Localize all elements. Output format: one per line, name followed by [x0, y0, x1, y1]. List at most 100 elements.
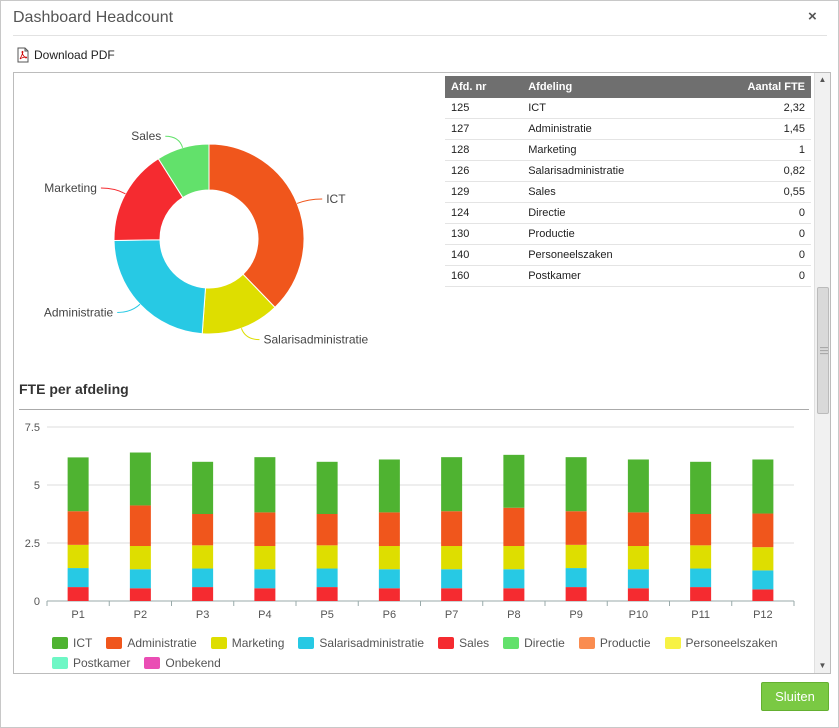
- bar-segment-administratie[interactable]: [129, 505, 151, 547]
- bar-segment-sales[interactable]: [565, 587, 587, 601]
- header-afd-nr[interactable]: Afd. nr: [445, 76, 523, 98]
- cell-afd-nr: 140: [445, 244, 523, 266]
- bar-segment-ict[interactable]: [752, 459, 774, 514]
- bar-segment-marketing[interactable]: [503, 546, 525, 570]
- bar-segment-administratie[interactable]: [565, 511, 587, 545]
- bar-segment-sales[interactable]: [752, 589, 774, 601]
- bar-segment-administratie[interactable]: [316, 514, 338, 546]
- legend-item-directie[interactable]: Directie: [503, 633, 565, 653]
- close-icon[interactable]: ×: [808, 8, 817, 25]
- bar-segment-administratie[interactable]: [67, 511, 89, 545]
- bar-segment-administratie[interactable]: [254, 512, 276, 547]
- bar-segment-salarisadministratie[interactable]: [67, 568, 89, 588]
- vertical-scrollbar[interactable]: ▲ — — — ▼: [814, 73, 830, 673]
- bar-segment-marketing[interactable]: [67, 544, 89, 569]
- table-row: 125 ICT 2,32: [445, 98, 811, 119]
- donut-connector: [117, 303, 141, 314]
- sluiten-button[interactable]: Sluiten: [761, 682, 829, 711]
- bar-segment-sales[interactable]: [192, 587, 214, 601]
- legend-item-productie[interactable]: Productie: [578, 633, 651, 653]
- bar-segment-salarisadministratie[interactable]: [254, 569, 276, 589]
- donut-slice-administratie[interactable]: [113, 239, 207, 335]
- table-row: 128 Marketing 1: [445, 139, 811, 161]
- bar-segment-ict[interactable]: [67, 457, 89, 512]
- bar-segment-salarisadministratie[interactable]: [752, 570, 774, 590]
- bar-segment-marketing[interactable]: [441, 546, 463, 570]
- bar-segment-salarisadministratie[interactable]: [316, 568, 338, 588]
- bar-segment-salarisadministratie[interactable]: [192, 568, 214, 588]
- bar-segment-marketing[interactable]: [254, 546, 276, 570]
- bar-segment-salarisadministratie[interactable]: [627, 569, 649, 589]
- bar-segment-marketing[interactable]: [192, 545, 214, 569]
- bar-segment-ict[interactable]: [441, 457, 463, 512]
- y-tick-label: 2.5: [25, 538, 40, 550]
- bar-segment-ict[interactable]: [565, 457, 587, 512]
- bar-segment-ict[interactable]: [316, 461, 338, 514]
- bar-segment-ict[interactable]: [129, 452, 151, 506]
- bar-segment-marketing[interactable]: [565, 544, 587, 569]
- legend-label: Onbekend: [165, 656, 221, 670]
- bar-segment-salarisadministratie[interactable]: [503, 569, 525, 589]
- bar-segment-sales[interactable]: [441, 588, 463, 601]
- header-aantal-fte[interactable]: Aantal FTE: [697, 76, 811, 98]
- legend-item-salarisadministratie[interactable]: Salarisadministratie: [298, 633, 424, 653]
- legend-item-ict[interactable]: ICT: [52, 633, 92, 653]
- donut-connector: [296, 198, 323, 204]
- cell-fte: 0,55: [697, 181, 811, 203]
- cell-afdeling: Postkamer: [522, 265, 698, 287]
- legend-item-administratie[interactable]: Administratie: [106, 633, 197, 653]
- bar-segment-sales[interactable]: [627, 588, 649, 601]
- bar-segment-ict[interactable]: [254, 457, 276, 513]
- bar-segment-marketing[interactable]: [129, 546, 151, 570]
- bar-segment-administratie[interactable]: [627, 512, 649, 547]
- bar-segment-ict[interactable]: [503, 454, 525, 508]
- bar-segment-marketing[interactable]: [627, 546, 649, 570]
- bar-segment-sales[interactable]: [254, 588, 276, 601]
- section-divider: [19, 409, 809, 410]
- donut-chart: ICT Salarisadministratie Administratie Mark…: [44, 129, 369, 346]
- bar-segment-marketing[interactable]: [690, 545, 712, 569]
- bar-segment-sales[interactable]: [129, 588, 151, 601]
- bar-segment-salarisadministratie[interactable]: [690, 568, 712, 588]
- legend-item-sales[interactable]: Sales: [438, 633, 489, 653]
- bar-segment-sales[interactable]: [378, 588, 400, 601]
- bar-segment-marketing[interactable]: [378, 546, 400, 570]
- bar-segment-administratie[interactable]: [441, 511, 463, 547]
- bar-segment-administratie[interactable]: [690, 514, 712, 546]
- bar-segment-administratie[interactable]: [503, 507, 525, 547]
- donut-slice-ict[interactable]: [208, 143, 305, 309]
- legend-item-marketing[interactable]: Marketing: [210, 633, 284, 653]
- bar-segment-salarisadministratie[interactable]: [565, 568, 587, 588]
- bar-segment-sales[interactable]: [503, 588, 525, 601]
- scroll-up-icon[interactable]: ▲: [818, 75, 827, 84]
- table-header-row: Afd. nr Afdeling Aantal FTE: [445, 76, 811, 98]
- x-tick-label: P12: [753, 609, 773, 621]
- cell-afd-nr: 130: [445, 223, 523, 245]
- legend-label: Administratie: [127, 636, 197, 650]
- bar-segment-ict[interactable]: [627, 459, 649, 513]
- bar-segment-ict[interactable]: [378, 459, 400, 513]
- bar-segment-marketing[interactable]: [752, 547, 774, 571]
- bar-segment-sales[interactable]: [67, 587, 89, 601]
- bar-segment-marketing[interactable]: [316, 545, 338, 569]
- bar-segment-administratie[interactable]: [378, 512, 400, 547]
- table-row: 130 Productie 0: [445, 223, 811, 245]
- legend-item-personeelszaken[interactable]: Personeelszaken: [664, 633, 778, 653]
- bar-segment-ict[interactable]: [690, 461, 712, 514]
- bar-segment-administratie[interactable]: [192, 514, 214, 546]
- bar-segment-salarisadministratie[interactable]: [441, 569, 463, 589]
- legend-item-onbekend[interactable]: Onbekend: [144, 653, 221, 673]
- header-afdeling[interactable]: Afdeling: [522, 76, 698, 98]
- bar-segment-sales[interactable]: [690, 587, 712, 601]
- download-pdf-button[interactable]: Download PDF: [15, 47, 115, 63]
- bar-segment-ict[interactable]: [192, 461, 214, 514]
- bar-segment-salarisadministratie[interactable]: [378, 569, 400, 589]
- y-tick-label: 7.5: [25, 422, 40, 434]
- bar-segment-administratie[interactable]: [752, 513, 774, 548]
- legend-item-postkamer[interactable]: Postkamer: [52, 653, 130, 673]
- bar-segment-sales[interactable]: [316, 587, 338, 601]
- scroll-thumb[interactable]: — — —: [817, 287, 829, 414]
- scroll-down-icon[interactable]: ▼: [818, 661, 827, 670]
- bar-segment-salarisadministratie[interactable]: [129, 569, 151, 589]
- donut-slice-sales[interactable]: [157, 143, 210, 199]
